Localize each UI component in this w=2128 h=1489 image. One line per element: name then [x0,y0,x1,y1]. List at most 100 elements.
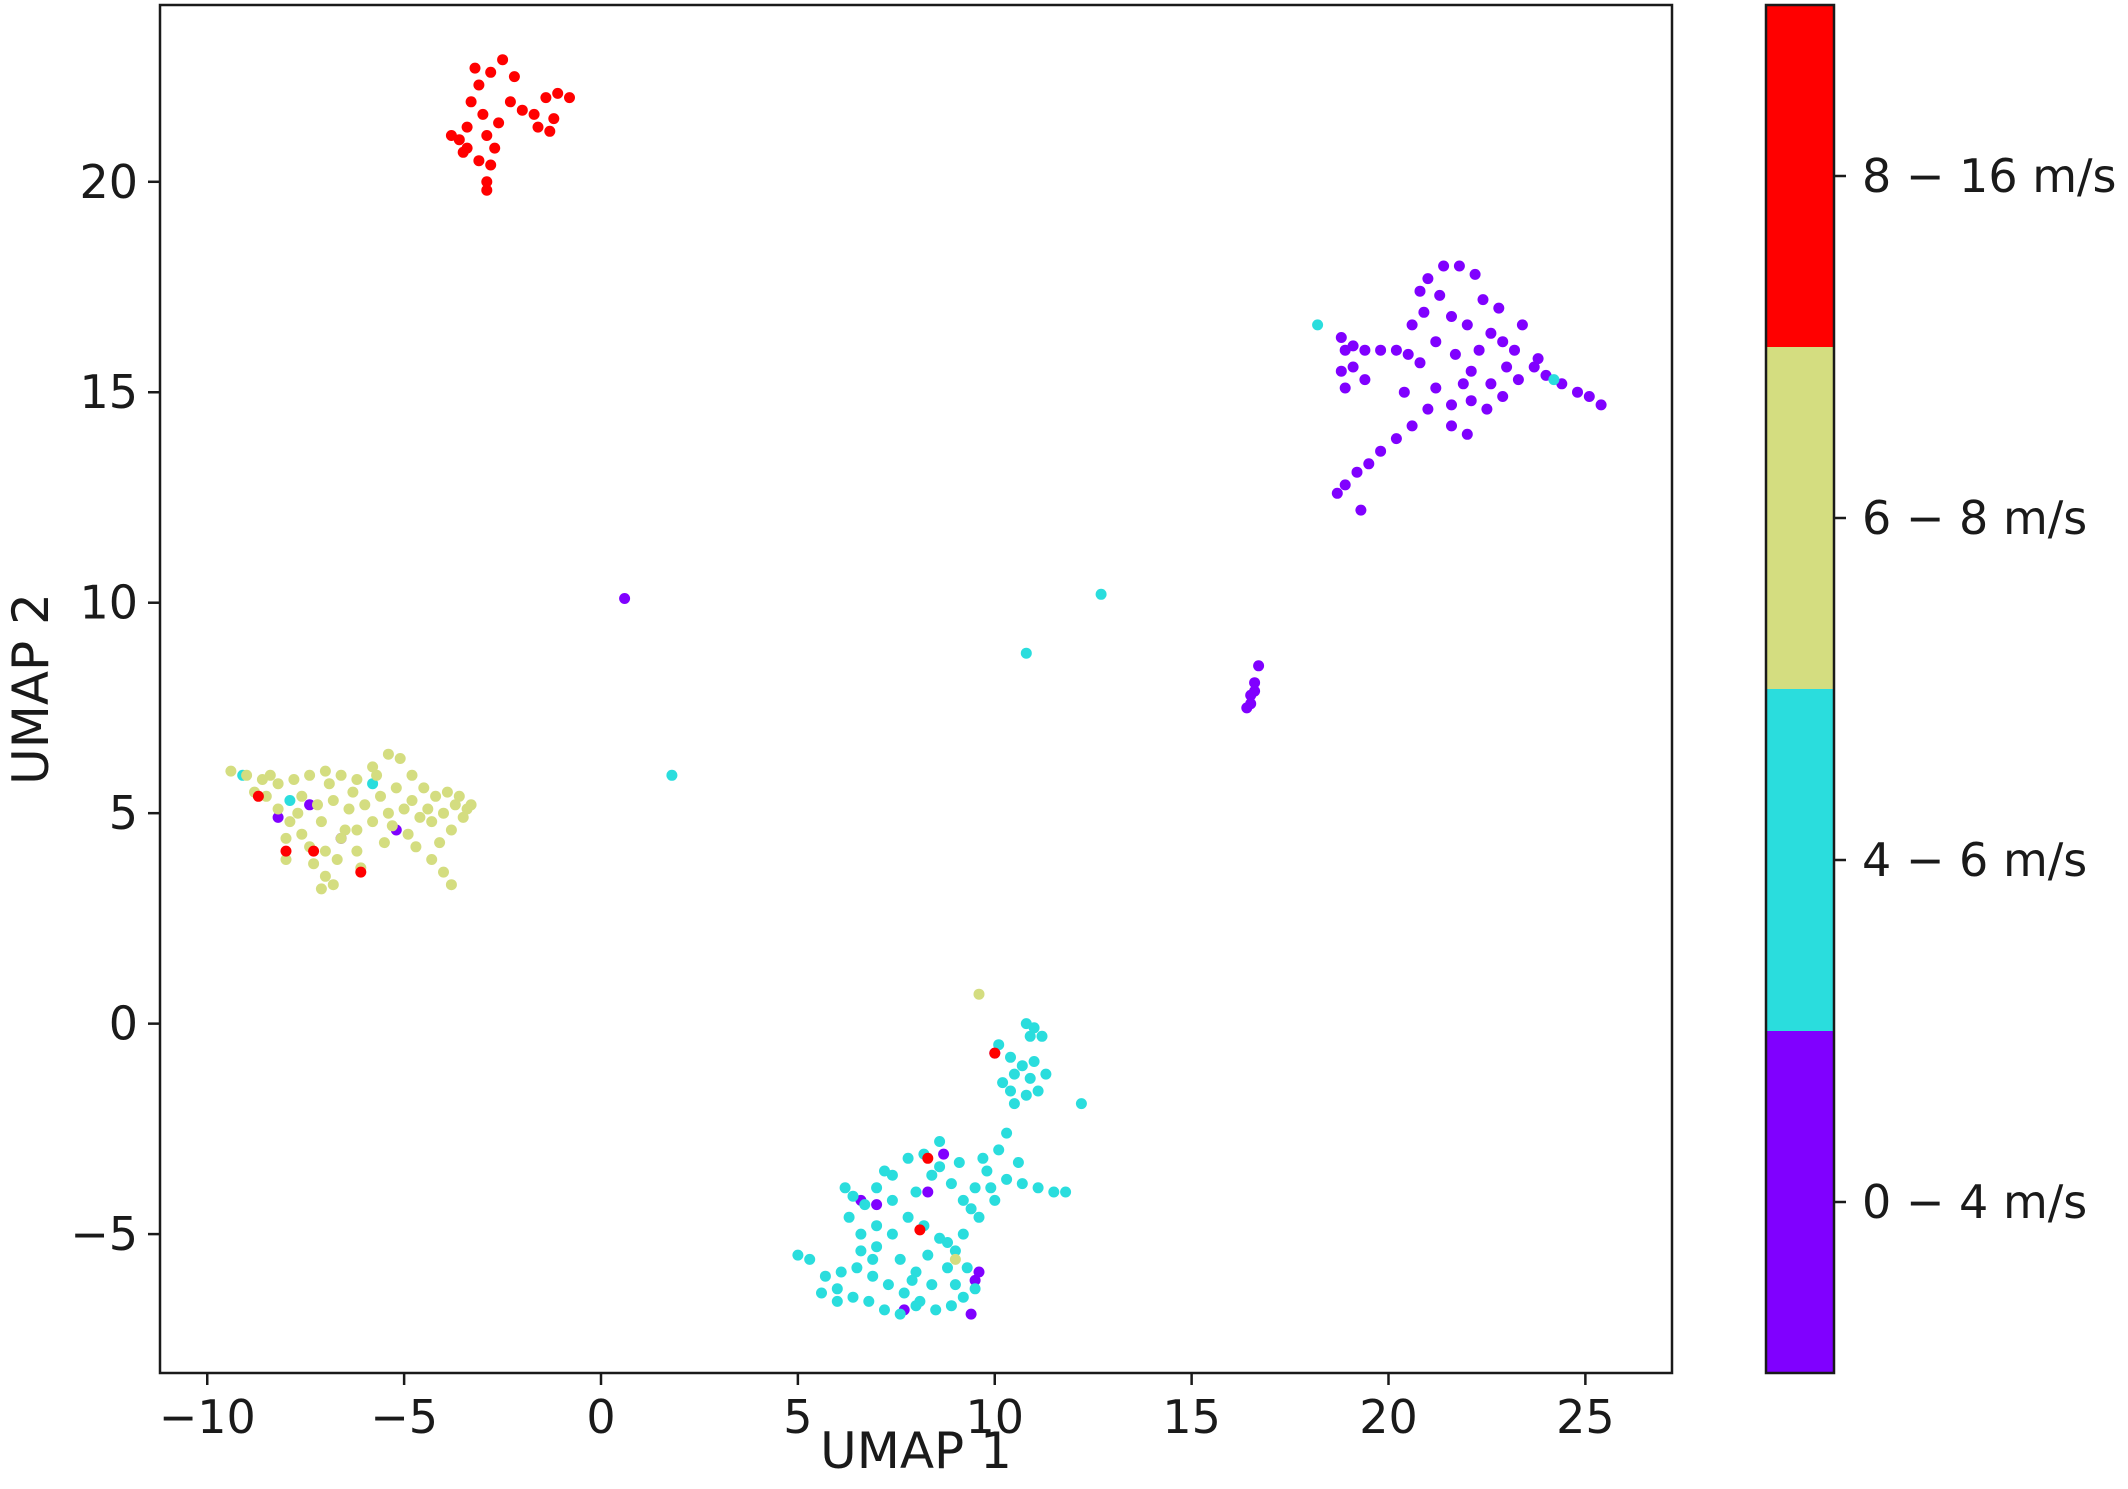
scatter-point [1012,1157,1024,1168]
scatter-point [1485,327,1497,339]
scatter-point [1001,1173,1013,1185]
x-tick-label: 10 [965,1390,1024,1444]
y-tick-label: 20 [79,155,138,209]
colorbar-segment [1766,347,1834,689]
scatter-point [871,1199,883,1211]
scatter-point [445,824,457,836]
scatter-point [351,824,363,836]
scatter-point [949,1279,961,1291]
scatter-point [528,108,540,120]
scatter-point [304,799,316,811]
scatter-point [441,786,453,798]
scatter-point [430,790,442,802]
scatter-point [241,769,253,781]
scatter-point [280,845,292,857]
scatter-point [422,803,434,815]
colorbar-segment [1766,689,1834,1031]
scatter-point [1461,428,1473,440]
scatter-point [993,1039,1005,1051]
scatter-point [934,1136,946,1147]
scatter-point [945,1300,957,1312]
scatter-point [315,883,327,895]
scatter-point [272,811,284,823]
scatter-point [981,1165,993,1177]
scatter-point [426,816,438,828]
scatter-point [481,184,493,196]
scatter-point [402,828,414,840]
scatter-point [882,1279,894,1291]
scatter-point [304,769,316,781]
y-tick-label: 15 [79,365,138,419]
scatter-point [902,1152,914,1164]
scatter-point [1363,458,1375,470]
scatter-point [1497,336,1509,348]
scatter-point [1481,403,1493,415]
scatter-point [296,828,308,840]
scatter-point [461,142,473,154]
scatter-point [481,176,493,188]
scatter-point [1245,698,1257,710]
scatter-point [957,1194,969,1206]
scatter-point [280,854,292,865]
scatter-point [473,79,485,91]
scatter-point [382,807,394,819]
scatter-point [926,1279,938,1291]
scatter-point [359,799,371,811]
scatter-point [1422,403,1434,415]
scatter-point [1075,1098,1087,1110]
scatter-point [390,782,402,794]
scatter-point [1032,1182,1044,1194]
x-tick-label: 5 [783,1390,812,1444]
scatter-point [1438,260,1450,272]
scatter-point [465,96,477,108]
scatter-point [1398,386,1410,398]
scatter-point [1402,348,1414,360]
scatter-point [225,765,237,777]
scatter-point [264,769,276,781]
scatter-point [969,1182,981,1194]
scatter-point [906,1274,918,1286]
scatter-point [1548,374,1560,386]
scatter-point [532,121,544,133]
scatter-point [879,1304,890,1316]
scatter-point [934,1161,946,1173]
scatter-point [323,778,335,790]
scatter-point [831,1295,843,1307]
scatter-point [930,1304,942,1316]
scatter-point [414,811,426,823]
scatter-point [867,1253,879,1265]
scatter-point [406,795,418,806]
scatter-point [1446,420,1457,432]
scatter-point [910,1300,922,1312]
scatter-point [335,769,347,781]
scatter-point [1595,399,1607,411]
scatter-point [1028,1022,1040,1034]
scatter-point [859,1199,871,1211]
scatter-point [997,1077,1009,1089]
scatter-point [1414,357,1426,369]
scatter-point [1465,365,1477,377]
scatter-point [1406,420,1418,432]
scatter-point [1583,391,1595,402]
scatter-point [867,1270,879,1282]
scatter-point [1430,382,1442,394]
scatter-point [449,799,461,811]
scatter-point [1020,647,1032,659]
scatter-point [922,1152,934,1164]
scatter-point [1249,685,1261,697]
scatter-point [816,1287,827,1299]
scatter-point [288,774,300,785]
scatter-point [469,62,481,74]
scatter-point [894,1308,906,1320]
x-tick-label: −10 [159,1390,256,1444]
scatter-point [863,1295,875,1307]
scatter-point [993,1144,1005,1156]
scatter-point [1351,466,1363,478]
scatter-point [292,807,304,819]
scatter-point [327,795,339,806]
scatter-point [835,1266,847,1278]
scatter-point [504,96,516,108]
scatter-point [1509,344,1520,356]
scatter-point [871,1241,883,1253]
scatter-point [426,854,438,865]
